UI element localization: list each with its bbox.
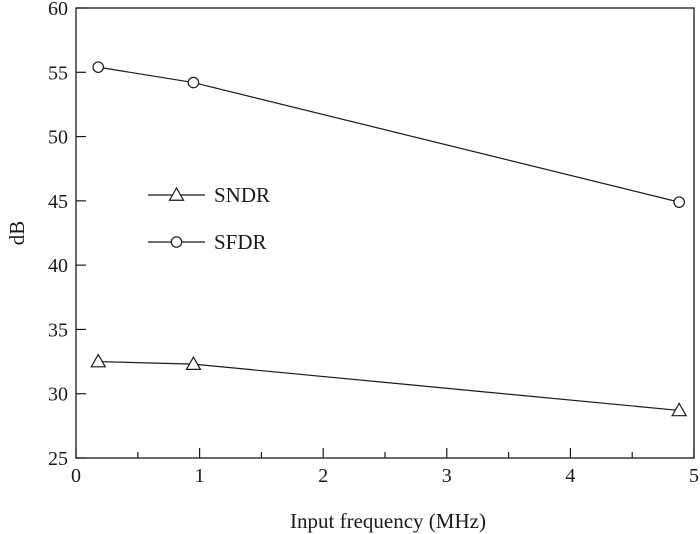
y-tick-label: 50	[48, 127, 68, 149]
y-tick-label: 30	[48, 384, 68, 406]
legend-marker-sndr	[168, 186, 185, 201]
sfdr-point	[92, 61, 105, 73]
y-axis: 25 30 35 40 45 50 55 60	[48, 0, 86, 470]
y-tick-label: 55	[48, 62, 68, 84]
x-tick-label: 1	[195, 465, 205, 487]
sndr-point	[185, 355, 202, 370]
x-tick-label: 3	[442, 465, 452, 487]
sndr-point	[90, 353, 107, 368]
x-axis: 0 1 2 3 4 5	[71, 448, 699, 487]
plot-area	[75, 7, 695, 459]
series-layer	[90, 61, 688, 417]
y-tick-label: 60	[48, 0, 68, 20]
sfdr-line	[98, 66, 680, 203]
y-tick-label: 35	[48, 319, 68, 341]
legend-item-sndr: SNDR	[148, 183, 270, 207]
legend-item-sfdr: SFDR	[148, 230, 267, 254]
legend-label-sfdr: SFDR	[214, 230, 267, 254]
y-tick-label: 45	[48, 191, 68, 213]
x-tick-label: 5	[689, 465, 699, 487]
y-tick-label: 40	[48, 255, 68, 277]
series-sfdr	[92, 61, 685, 208]
y-tick-label: 25	[48, 448, 68, 470]
sndr-point	[671, 402, 688, 417]
legend: SNDR SFDR	[148, 183, 270, 254]
x-tick-label: 4	[565, 465, 575, 487]
x-axis-title: Input frequency (MHz)	[290, 509, 486, 533]
sfdr-point	[673, 196, 685, 208]
sndr-line	[98, 360, 680, 412]
legend-marker-sfdr	[170, 236, 183, 248]
x-tick-label: 0	[71, 465, 81, 487]
x-tick-label: 2	[318, 465, 328, 487]
sfdr-point	[187, 76, 200, 89]
y-axis-title: dB	[5, 221, 29, 246]
series-sndr	[90, 353, 688, 417]
legend-label-sndr: SNDR	[214, 183, 270, 207]
plot-frame	[75, 7, 695, 459]
